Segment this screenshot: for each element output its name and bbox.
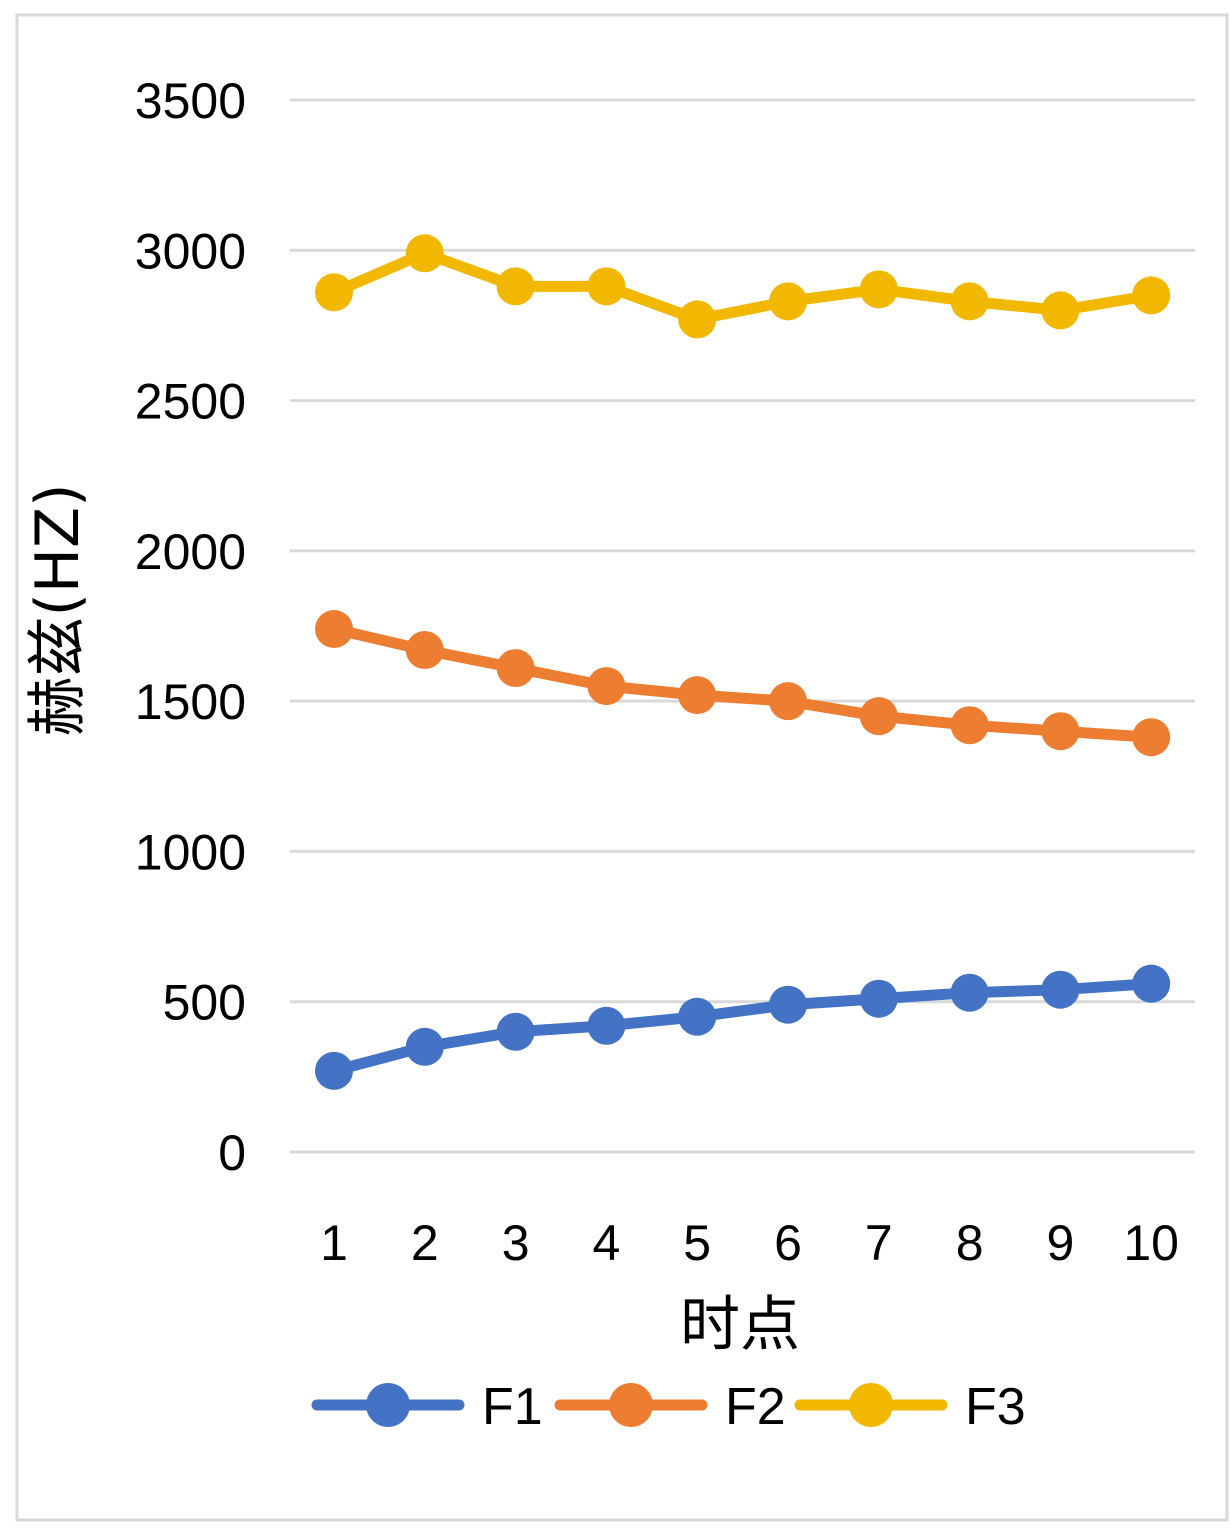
data-point — [1132, 964, 1171, 1003]
series-f3 — [315, 234, 1171, 339]
series-line — [328, 978, 1157, 1077]
y-tick-label: 1000 — [135, 824, 246, 880]
y-tick-label: 0 — [218, 1125, 246, 1181]
series-f1 — [315, 964, 1171, 1090]
data-point — [1041, 970, 1080, 1009]
y-axis-tick-labels: 0 500 1000 1500 2000 2500 3000 3500 — [135, 73, 246, 1181]
x-tick-label: 4 — [592, 1215, 620, 1271]
data-point — [405, 1027, 444, 1066]
x-tick-label: 2 — [411, 1215, 439, 1271]
y-tick-label: 1500 — [135, 674, 246, 730]
y-tick-label: 2500 — [135, 374, 246, 430]
legend-item-f2: F2 — [554, 1378, 786, 1436]
data-point — [950, 282, 989, 321]
data-point — [678, 997, 717, 1036]
legend: F1 F2 F3 — [311, 1378, 1026, 1436]
x-tick-label: 1 — [320, 1215, 348, 1271]
series-line — [328, 623, 1157, 743]
chart-border — [15, 13, 1229, 1522]
y-tick-label: 3500 — [135, 73, 246, 129]
data-point — [950, 706, 989, 745]
data-point — [587, 267, 626, 306]
data-point — [1041, 291, 1080, 330]
data-point — [315, 273, 353, 312]
y-axis-label: 赫兹(HZ) — [23, 483, 93, 736]
data-point — [859, 979, 898, 1018]
x-tick-label: 5 — [683, 1215, 711, 1271]
data-point — [405, 631, 444, 670]
x-tick-label: 9 — [1046, 1215, 1074, 1271]
data-point — [1132, 718, 1171, 757]
x-tick-label: 3 — [502, 1215, 530, 1271]
data-point — [678, 676, 717, 715]
data-point — [496, 267, 535, 306]
x-tick-label: 8 — [956, 1215, 984, 1271]
series-f2 — [315, 610, 1171, 757]
data-point — [859, 270, 898, 309]
data-point — [859, 697, 898, 736]
data-point — [769, 985, 807, 1024]
legend-label: F1 — [482, 1378, 543, 1436]
x-tick-label: 7 — [865, 1215, 893, 1271]
legend-marker — [366, 1383, 410, 1427]
data-point — [769, 682, 807, 721]
data-point — [587, 1006, 626, 1045]
data-point — [405, 234, 444, 273]
legend-label: F2 — [725, 1378, 786, 1436]
gridlines — [290, 98, 1195, 1154]
legend-item-f1: F1 — [311, 1378, 543, 1436]
y-tick-label: 2000 — [135, 524, 246, 580]
data-point — [315, 1051, 353, 1090]
y-tick-label: 500 — [163, 975, 246, 1031]
x-tick-label: 6 — [774, 1215, 802, 1271]
data-point — [496, 1012, 535, 1051]
data-point — [950, 973, 989, 1012]
data-point — [496, 649, 535, 688]
series-line — [328, 247, 1157, 325]
data-point — [315, 610, 353, 649]
x-tick-label: 10 — [1123, 1215, 1179, 1271]
legend-marker — [609, 1383, 653, 1427]
legend-label: F3 — [965, 1378, 1026, 1436]
data-point — [587, 667, 626, 706]
data-point — [1132, 276, 1171, 315]
x-axis-tick-labels: 1 2 3 4 5 6 7 8 9 10 — [320, 1215, 1179, 1271]
data-point — [1041, 712, 1080, 751]
series-layer — [315, 234, 1171, 1090]
x-axis-label: 时点 — [680, 1290, 800, 1360]
legend-marker — [849, 1383, 893, 1427]
data-point — [678, 300, 717, 339]
y-tick-label: 3000 — [135, 223, 246, 279]
legend-item-f3: F3 — [794, 1378, 1026, 1436]
data-point — [769, 282, 807, 321]
